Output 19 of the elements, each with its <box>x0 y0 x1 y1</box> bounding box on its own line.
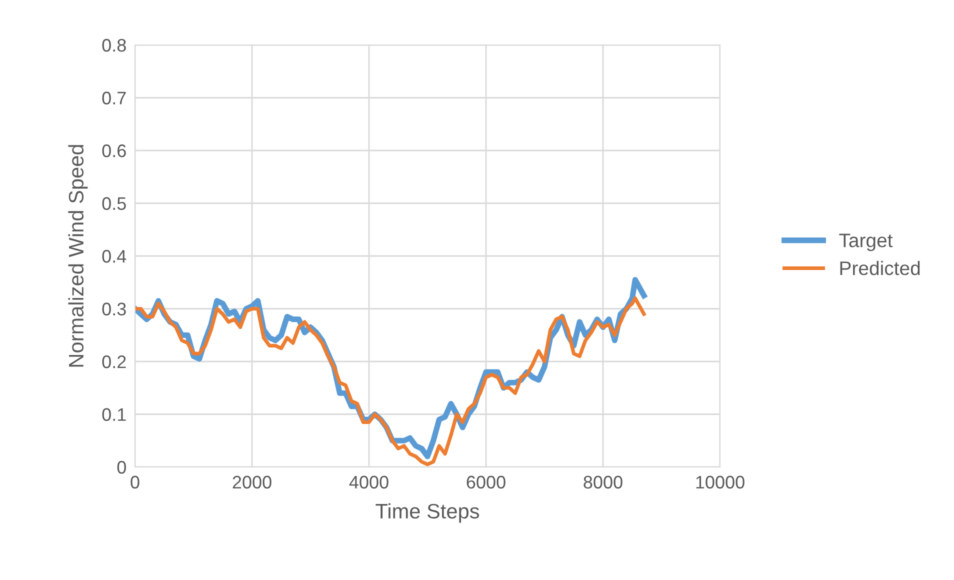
x-tick-label: 4000 <box>349 476 388 489</box>
y-tick-label: 0.1 <box>102 408 126 421</box>
x-tick-label: 2000 <box>232 476 272 489</box>
x-axis-title: Time Steps <box>376 503 480 523</box>
y-tick-label: 0.7 <box>102 92 126 104</box>
y-axis-title: Normalized Wind Speed <box>68 145 88 367</box>
legend-label: Target <box>839 234 893 252</box>
y-tick-label: 0.3 <box>102 302 126 316</box>
x-tick-label: 6000 <box>466 476 506 489</box>
x-tick-label: 10000 <box>696 476 744 489</box>
y-tick-label: 0.6 <box>102 144 126 158</box>
y-tick-label: 0.5 <box>102 197 126 210</box>
y-tick-label: 0.8 <box>102 38 126 52</box>
legend-label: Predicted <box>840 260 920 276</box>
y-tick-label: 0.2 <box>102 355 126 368</box>
x-tick-label: 0 <box>130 476 140 489</box>
y-tick-label: 0 <box>117 460 126 474</box>
x-tick-label: 8000 <box>584 476 622 489</box>
y-tick-label: 0.4 <box>102 250 126 263</box>
